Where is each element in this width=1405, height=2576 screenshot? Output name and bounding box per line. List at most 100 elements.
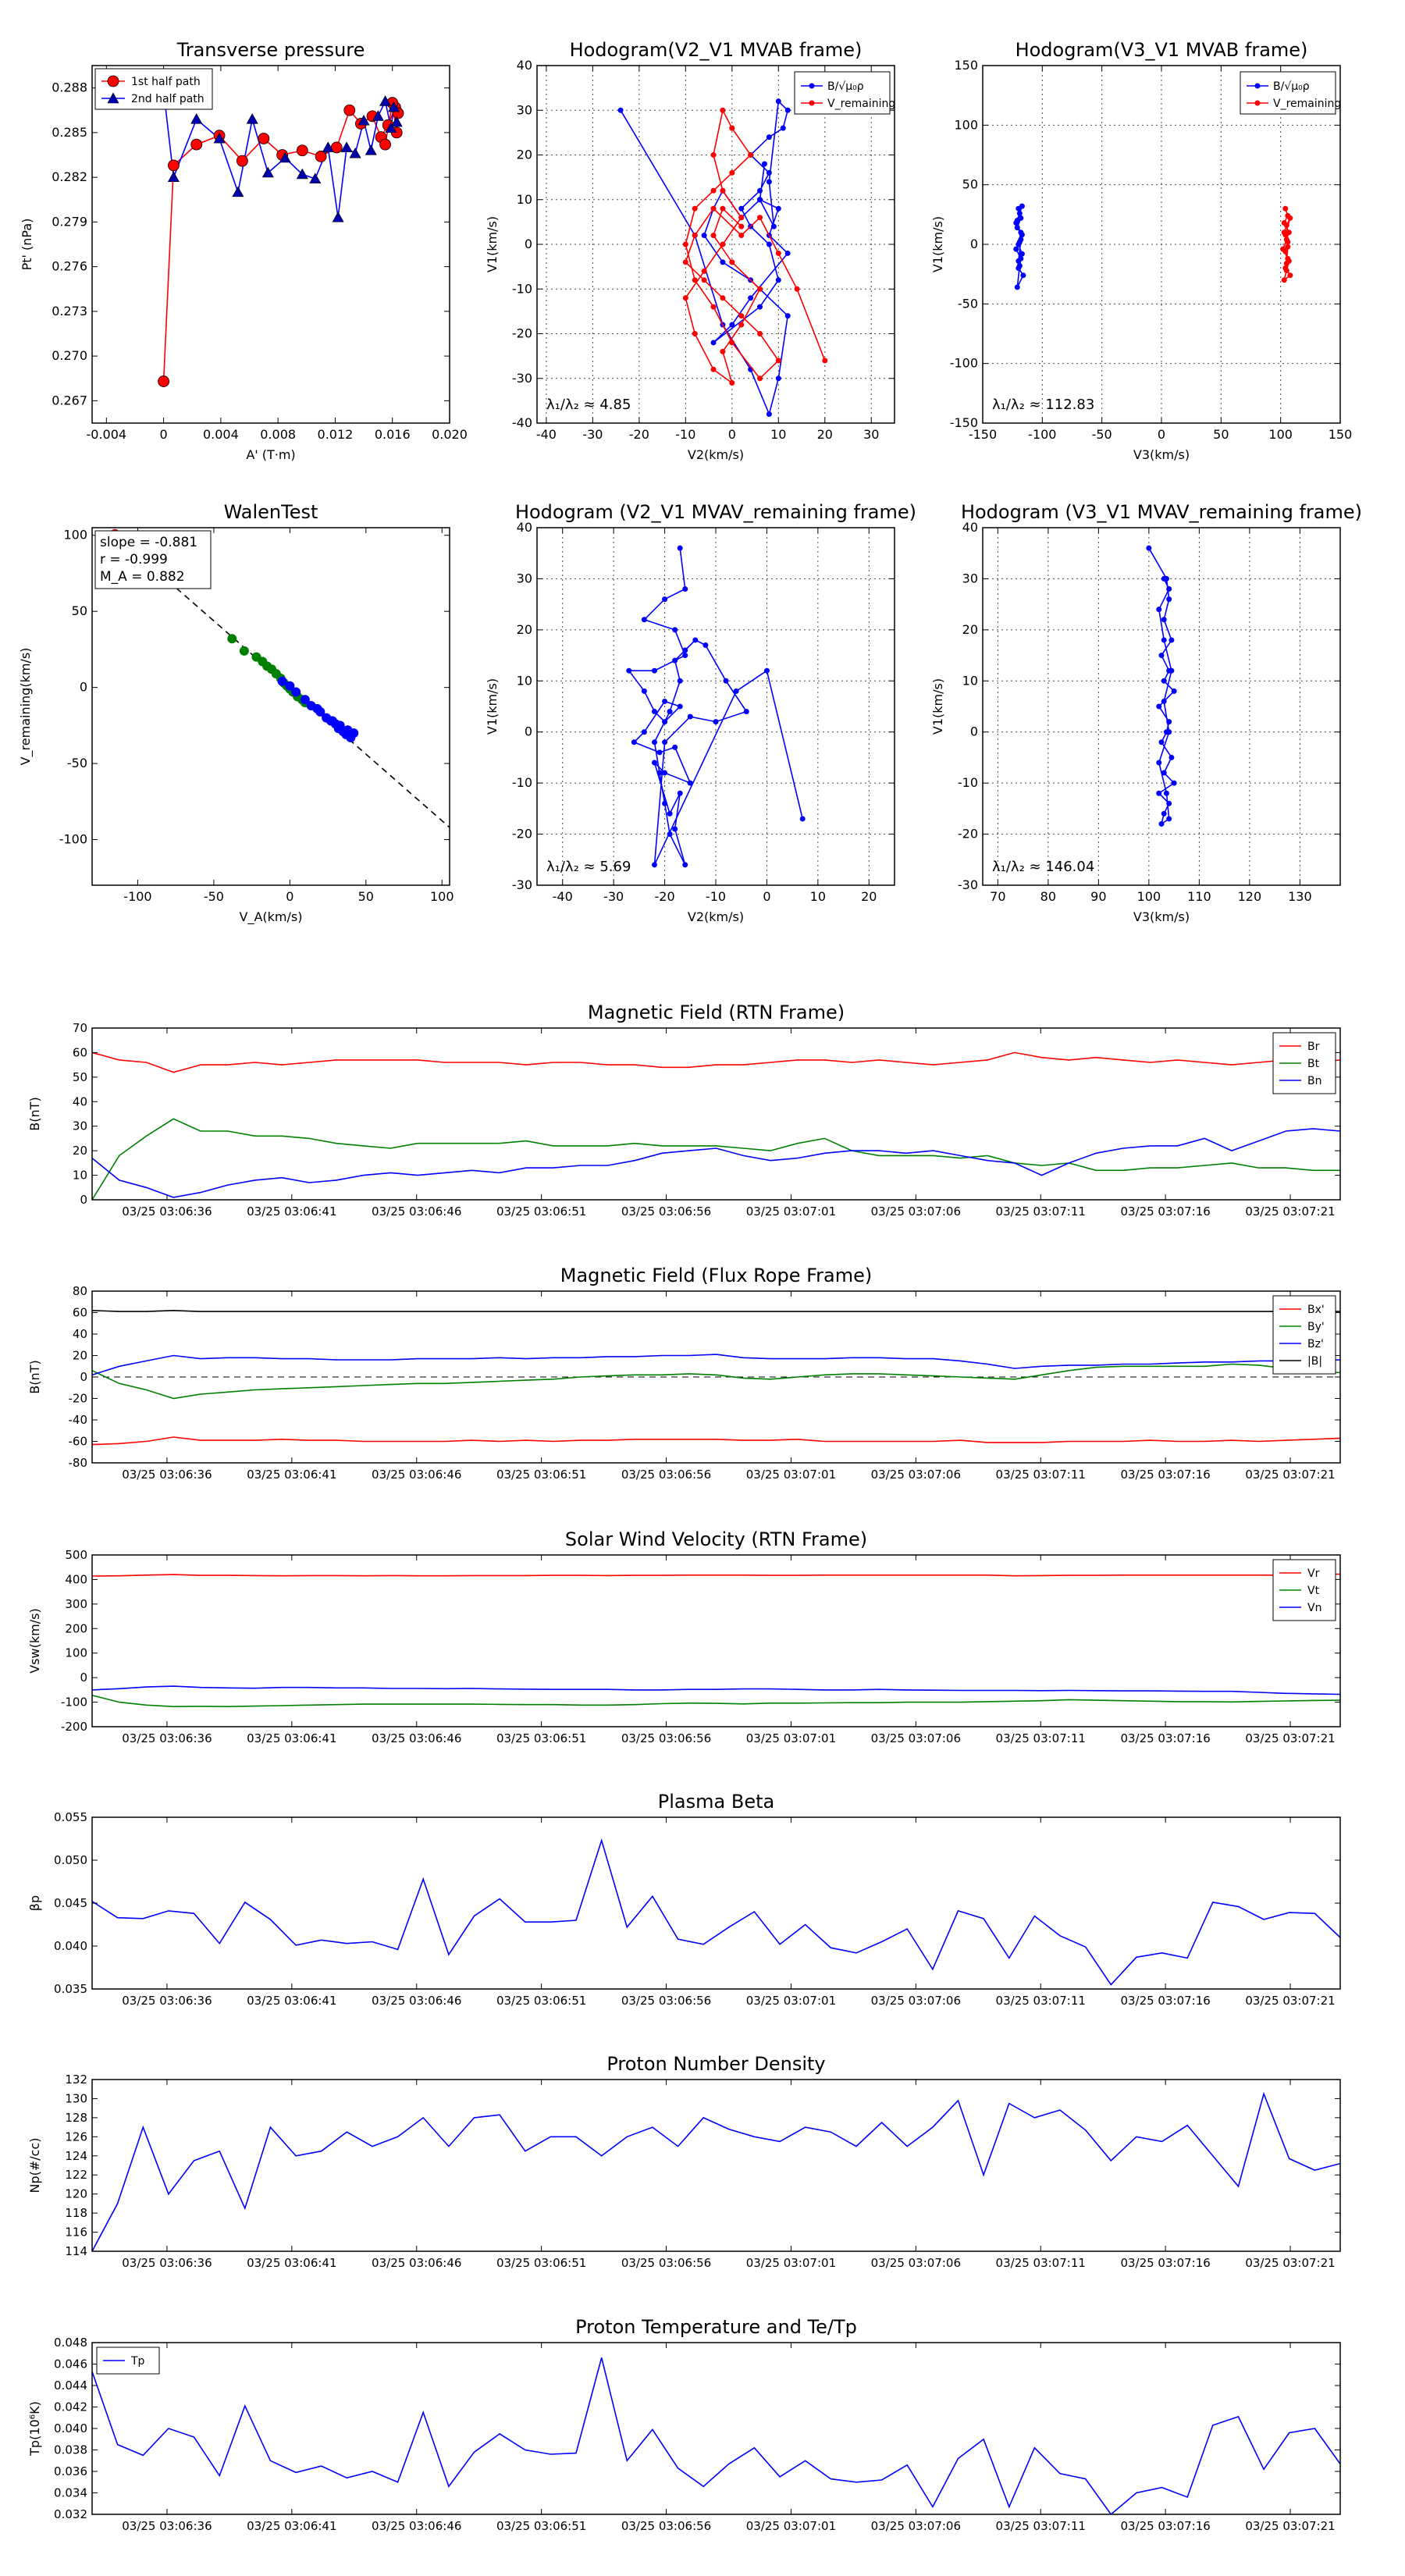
- x-tick-label: 03/25 03:07:06: [871, 1994, 961, 2008]
- series-v-point: [1283, 260, 1289, 266]
- eigenvalue-ratio-annotation: λ₁/λ₂ ≈ 5.69: [546, 859, 631, 875]
- series-v-line: [685, 108, 826, 385]
- series-point: [631, 739, 637, 745]
- y-tick-label: 30: [73, 1119, 87, 1133]
- legend-swatch-marker: [1254, 100, 1261, 106]
- series-v-point: [738, 233, 745, 239]
- series-b-point: [766, 179, 772, 185]
- y-axis-label: V1(km/s): [930, 678, 945, 735]
- y-tick-label: 132: [65, 2073, 87, 2087]
- panel-title: Transverse pressure: [176, 39, 365, 61]
- y-tick-label: 30: [517, 102, 532, 117]
- series-b-point: [766, 134, 772, 141]
- series-b-point: [1020, 272, 1026, 279]
- x-tick-label: 100: [430, 889, 454, 904]
- panel-title: Magnetic Field (RTN Frame): [588, 1002, 845, 1023]
- y-tick-label: 114: [65, 2244, 87, 2258]
- series-v-point: [738, 215, 745, 221]
- x-tick-label: 03/25 03:07:21: [1245, 2519, 1335, 2533]
- legend-label: Vr: [1307, 1567, 1320, 1580]
- series-b-point: [1014, 217, 1020, 223]
- series-1st-half-point: [168, 159, 180, 172]
- series-v-point: [738, 223, 745, 229]
- y-tick-label: 40: [517, 58, 532, 73]
- series-point: [1163, 790, 1169, 796]
- x-tick-label: 70: [990, 889, 1005, 904]
- series-b-point: [761, 161, 767, 167]
- x-tick-label: 0.020: [432, 427, 468, 442]
- series-b-point: [748, 295, 754, 301]
- series-line-bx: [92, 1436, 1340, 1446]
- panel-title: Plasma Beta: [658, 1791, 774, 1813]
- plot-area: [92, 2080, 1340, 2251]
- series-point: [651, 862, 657, 868]
- series-v-point: [1282, 205, 1289, 212]
- series-point: [1161, 678, 1167, 684]
- series-v-point: [682, 259, 688, 265]
- eigenvalue-ratio-annotation: λ₁/λ₂ ≈ 146.04: [992, 859, 1094, 875]
- x-tick-label: 20: [817, 427, 833, 442]
- series-v-point: [701, 277, 707, 283]
- series-point: [1158, 739, 1165, 745]
- series-point: [662, 739, 668, 745]
- y-tick-label: 0.276: [52, 259, 87, 274]
- legend-label: 1st half path: [131, 76, 201, 88]
- series-v-point: [692, 233, 698, 239]
- panel-title: Solar Wind Velocity (RTN Frame): [565, 1528, 867, 1550]
- x-tick-label: 03/25 03:06:46: [372, 2256, 461, 2270]
- y-tick-label: -100: [950, 356, 978, 371]
- y-tick-label: 0: [80, 680, 87, 695]
- series-v-point: [720, 241, 726, 247]
- x-tick-label: 0: [286, 889, 293, 904]
- y-tick-label: 0.050: [54, 1853, 87, 1867]
- series-b-point: [701, 233, 707, 239]
- y-tick-label: -60: [69, 1435, 88, 1449]
- series-point: [641, 729, 647, 735]
- x-axis-label: V3(km/s): [1133, 909, 1190, 924]
- series-point: [1158, 653, 1165, 659]
- legend: Tp: [96, 2347, 160, 2375]
- series-v-point: [710, 205, 717, 212]
- series-b-point: [784, 313, 791, 319]
- y-tick-label: 40: [517, 520, 532, 535]
- series-b-point: [729, 322, 735, 328]
- series-b-line: [620, 100, 789, 417]
- series-v-point: [822, 358, 828, 364]
- panel-proton-number-density: 03/25 03:06:36 03/25 03:06:41 03/25 03:06:…: [27, 2053, 1341, 2270]
- plot-area: [92, 1555, 1340, 1727]
- series-point: [667, 831, 673, 838]
- x-tick-label: 10: [810, 889, 826, 904]
- walen-point-blue: [277, 676, 287, 686]
- x-tick-label: 03/25 03:06:51: [496, 2256, 586, 2270]
- series-line-br: [92, 1051, 1340, 1073]
- y-axis-label: B(nT): [27, 1360, 42, 1393]
- panel-title: Magnetic Field (Flux Rope Frame): [560, 1265, 872, 1286]
- y-axis-label: βp: [27, 1895, 42, 1911]
- y-tick-label: -30: [958, 877, 978, 892]
- x-axis-label: A' (T·m): [246, 447, 295, 462]
- y-tick-label: 10: [962, 673, 978, 688]
- series-2nd-half-point: [309, 173, 322, 183]
- series-v-point: [729, 340, 735, 346]
- series-line-np: [92, 2091, 1340, 2251]
- series-point: [641, 617, 647, 623]
- x-tick-label: 03/25 03:06:51: [496, 1994, 586, 2008]
- x-tick-label: 03/25 03:07:16: [1120, 1731, 1210, 1745]
- y-tick-label: 0: [525, 237, 532, 251]
- series-point: [662, 800, 668, 806]
- x-tick-label: -20: [655, 889, 675, 904]
- series-point: [1156, 790, 1162, 796]
- y-tick-label: 0: [970, 724, 978, 739]
- series-1st-half-point: [343, 104, 356, 116]
- legend-label: Tp: [130, 2355, 145, 2368]
- series-point: [1158, 820, 1165, 827]
- y-tick-label: 400: [65, 1572, 87, 1586]
- series-v-point: [1283, 222, 1289, 229]
- series-point: [692, 637, 699, 643]
- y-tick-label: 30: [962, 571, 978, 585]
- y-tick-label: 0.045: [54, 1896, 87, 1910]
- x-tick-label: 0: [763, 889, 770, 904]
- series-2nd-half-point: [372, 110, 384, 121]
- x-tick-label: 03/25 03:07:06: [871, 2519, 961, 2533]
